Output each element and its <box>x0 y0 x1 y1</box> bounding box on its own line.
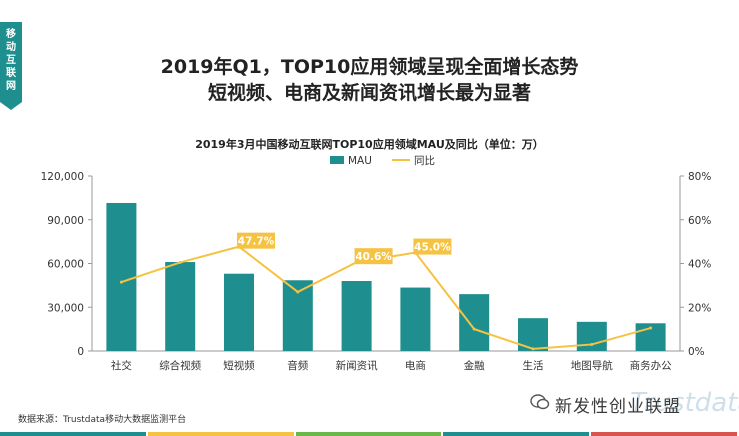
side-tab-char: 移 <box>6 29 16 40</box>
right-axis-tick-label: 40% <box>688 259 711 271</box>
footer-strip-segment <box>147 432 294 436</box>
yoy-data-label: 45.0% <box>414 242 451 254</box>
bar-3 <box>224 273 254 351</box>
left-axis-tick-label: 90,000 <box>47 215 84 227</box>
yoy-point-1 <box>119 280 123 284</box>
headline-line-1: 2019年Q1，TOP10应用领域呈现全面增长态势 <box>160 56 579 78</box>
x-axis-tick-label: 音频 <box>287 359 308 372</box>
side-category-tab: 移 动 互 联 网 <box>0 22 22 110</box>
data-source-note: 数据来源：Trustdata移动大数据监测平台 <box>18 415 187 425</box>
yoy-point-8 <box>531 347 535 351</box>
bar-1 <box>106 202 137 351</box>
watermark-logo: Trustdata <box>630 388 739 418</box>
left-axis-tick-label: 120,000 <box>41 171 84 183</box>
yoy-data-label: 47.7% <box>238 236 275 248</box>
yoy-point-4 <box>296 290 300 294</box>
legend-swatch-mau <box>330 156 344 164</box>
yoy-point-10 <box>649 326 653 330</box>
yoy-label-box <box>413 238 452 255</box>
bar-9 <box>576 321 607 351</box>
yoy-point-7 <box>472 327 476 331</box>
bar-7 <box>459 294 490 351</box>
right-axis-tick-label: 80% <box>688 171 711 183</box>
yoy-label-box <box>354 248 393 265</box>
side-tab-char: 互 <box>6 55 16 66</box>
right-axis-tick-label: 20% <box>688 302 711 314</box>
footer-strip-segment <box>591 432 737 436</box>
headline-line-2: 短视频、电商及新闻资讯增长最为显著 <box>207 82 531 104</box>
yoy-data-label: 40.6% <box>355 251 392 263</box>
bar-6 <box>400 287 431 351</box>
x-axis-tick-label: 生活 <box>523 359 544 372</box>
x-axis-tick-label: 新闻资讯 <box>336 359 378 372</box>
x-axis-tick-label: 综合视频 <box>159 359 201 372</box>
x-axis-tick-label: 地图导航 <box>571 359 613 372</box>
footer-strip-segment <box>0 432 146 436</box>
right-axis-tick-label: 60% <box>688 215 711 227</box>
x-axis-tick-label: 金融 <box>464 359 485 372</box>
legend-label-yoy: 同比 <box>414 154 435 167</box>
side-tab-char: 动 <box>6 42 16 53</box>
x-axis-tick-label: 短视频 <box>223 359 255 372</box>
x-axis-tick-label: 商务办公 <box>630 359 672 372</box>
left-axis-tick-label: 60,000 <box>47 259 84 271</box>
side-tab-char: 联 <box>6 68 16 79</box>
bar-5 <box>341 281 372 351</box>
right-axis-tick-label: 0% <box>688 346 705 358</box>
yoy-point-2 <box>178 260 182 264</box>
bar-2 <box>165 262 196 351</box>
yoy-label-box <box>237 232 275 249</box>
x-axis-tick-label: 电商 <box>405 359 426 372</box>
chart-title: 2019年3月中国移动互联网TOP10应用领域MAU及同比（单位：万） <box>195 138 544 151</box>
legend-label-mau: MAU <box>348 155 372 167</box>
side-tab-char: 网 <box>6 81 16 92</box>
wechat-icon <box>530 394 550 410</box>
yoy-point-9 <box>590 342 594 346</box>
left-axis-tick-label: 0 <box>77 346 84 358</box>
footer-strip-segment <box>295 432 442 436</box>
x-axis-tick-label: 社交 <box>111 359 132 372</box>
left-axis-tick-label: 30,000 <box>47 302 84 314</box>
footer-strip-segment <box>443 432 590 436</box>
watermark-text: 新发性创业联盟 <box>555 397 681 417</box>
